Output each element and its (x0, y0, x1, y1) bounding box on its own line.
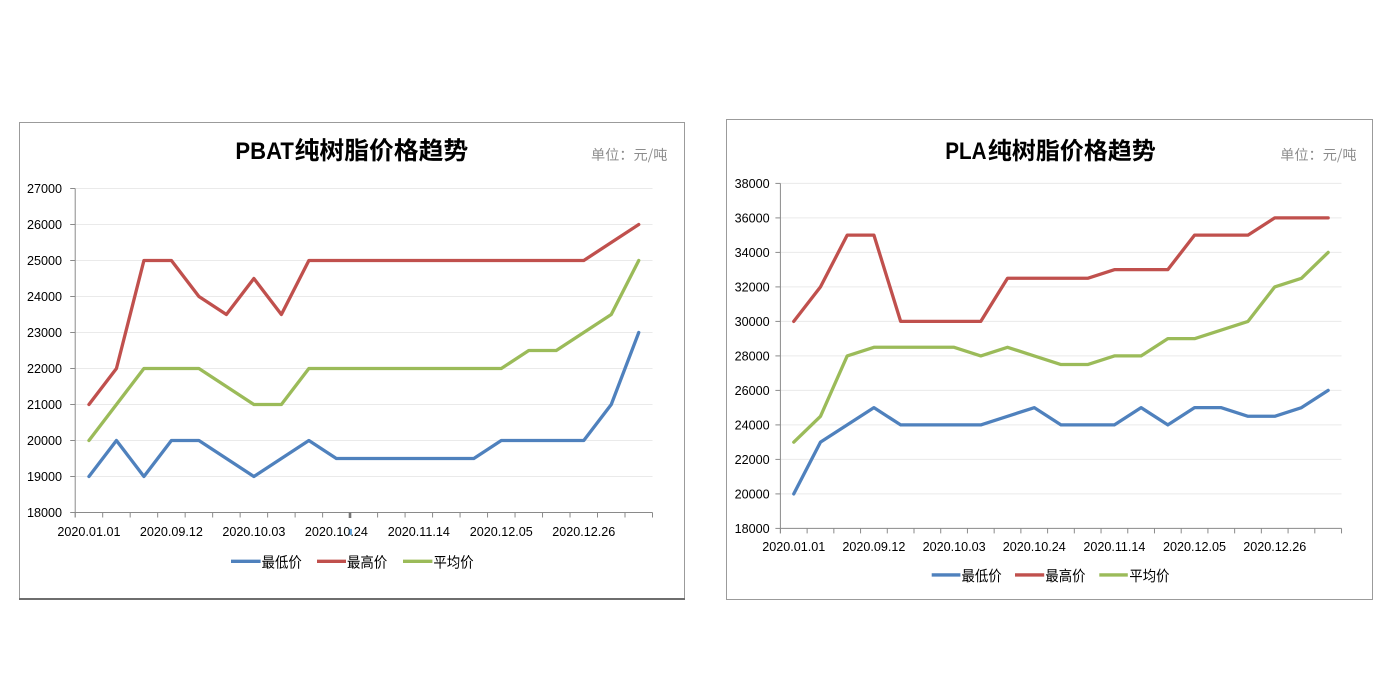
svg-text:28000: 28000 (735, 350, 770, 364)
svg-text:2020.09.12: 2020.09.12 (842, 540, 905, 554)
svg-text:2020.01.01: 2020.01.01 (57, 525, 120, 539)
svg-text:2020.10.24: 2020.10.24 (1003, 540, 1066, 554)
svg-text:26000: 26000 (735, 384, 770, 398)
svg-text:2020.12.05: 2020.12.05 (470, 525, 533, 539)
svg-text:36000: 36000 (735, 212, 770, 226)
svg-text:2020.10.24: 2020.10.24 (305, 525, 368, 539)
svg-text:20000: 20000 (27, 434, 62, 448)
svg-text:19000: 19000 (27, 470, 62, 484)
svg-text:25000: 25000 (27, 254, 62, 268)
svg-text:20000: 20000 (735, 488, 770, 502)
svg-text:24000: 24000 (27, 290, 62, 304)
svg-text:2020.10.03: 2020.10.03 (923, 540, 986, 554)
svg-text:2020.01.01: 2020.01.01 (762, 540, 825, 554)
svg-text:2020.11.14: 2020.11.14 (1083, 540, 1145, 554)
svg-text:2020.09.12: 2020.09.12 (140, 525, 203, 539)
svg-text:PLA: PLA (945, 138, 987, 165)
svg-text:18000: 18000 (27, 506, 62, 520)
svg-text:21000: 21000 (27, 398, 62, 412)
svg-text:18000: 18000 (735, 522, 770, 536)
svg-text:2020.12.26: 2020.12.26 (1243, 540, 1306, 554)
svg-text:32000: 32000 (735, 281, 770, 295)
svg-text:26000: 26000 (27, 218, 62, 232)
svg-text:2020.11.14: 2020.11.14 (388, 525, 450, 539)
svg-text:PBAT: PBAT (235, 138, 294, 165)
svg-text:2020.12.05: 2020.12.05 (1163, 540, 1226, 554)
svg-text:34000: 34000 (735, 246, 770, 260)
svg-text:22000: 22000 (27, 362, 62, 376)
svg-text:27000: 27000 (27, 182, 62, 196)
svg-text:2020.10.03: 2020.10.03 (222, 525, 285, 539)
svg-text:24000: 24000 (735, 419, 770, 433)
svg-text:38000: 38000 (735, 177, 770, 191)
svg-text:22000: 22000 (735, 453, 770, 467)
svg-text:30000: 30000 (735, 315, 770, 329)
svg-text:2020.12.26: 2020.12.26 (552, 525, 615, 539)
svg-text:23000: 23000 (27, 326, 62, 340)
